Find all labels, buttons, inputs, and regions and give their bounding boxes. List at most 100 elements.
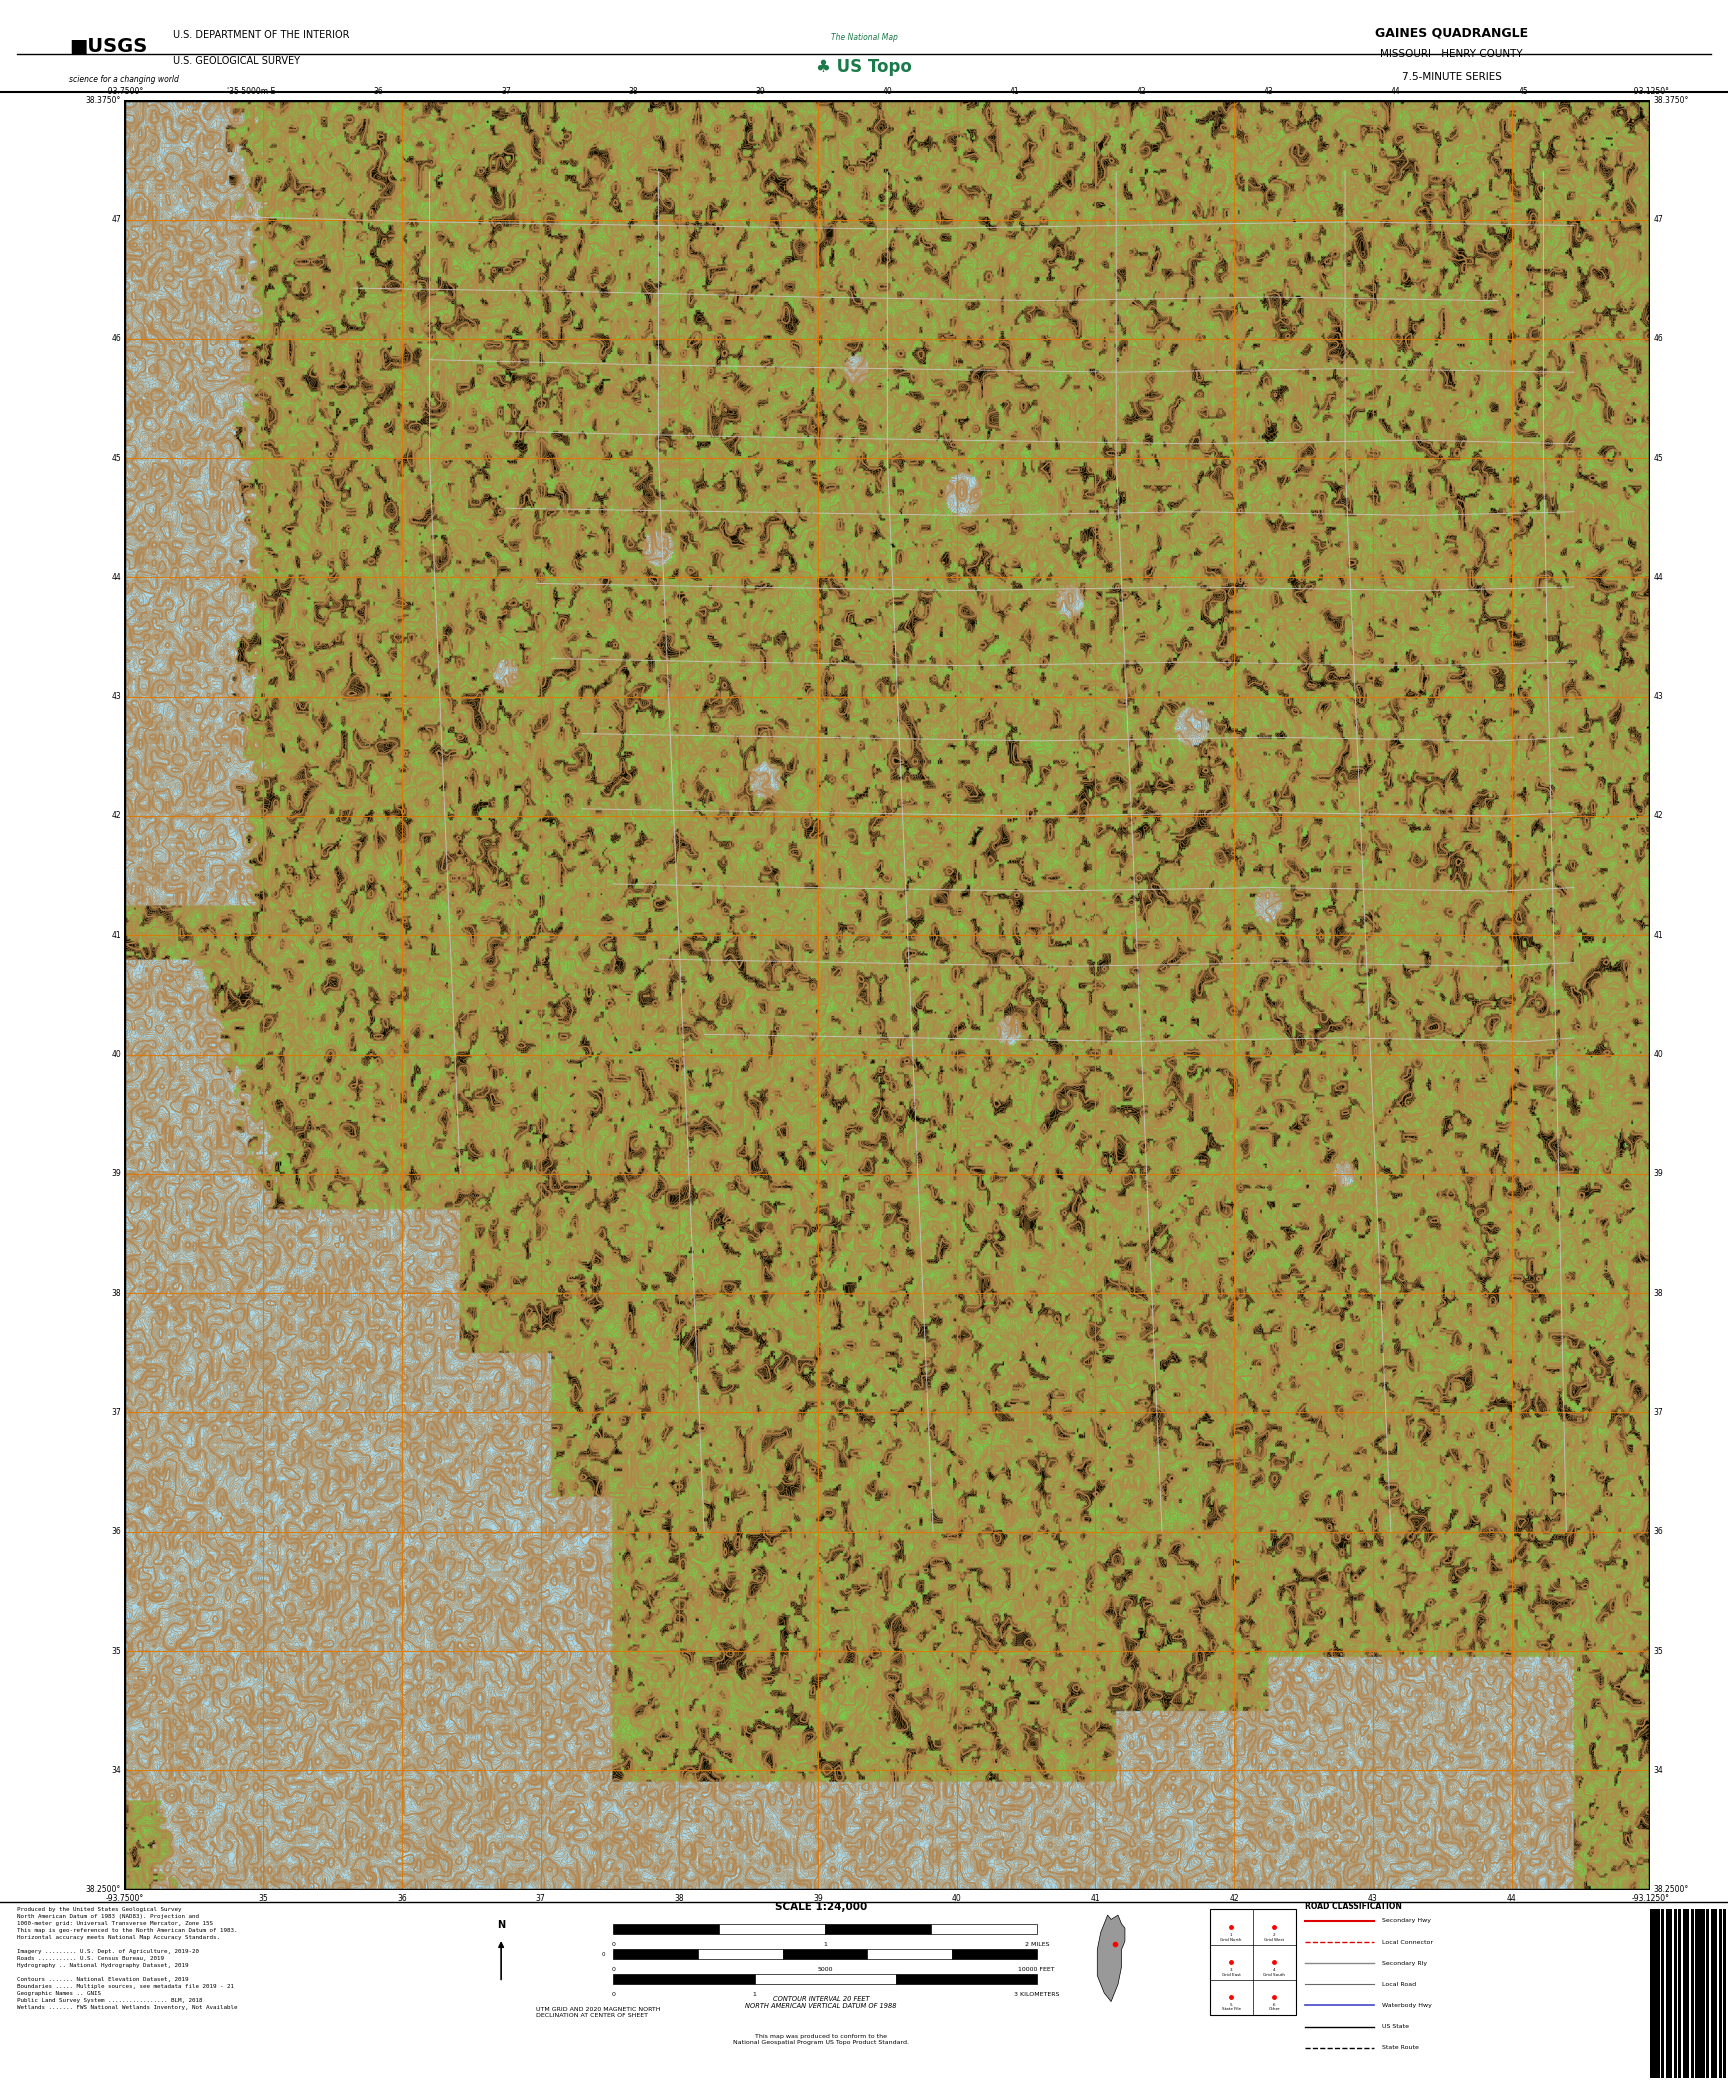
Text: 37: 37 [111,1407,121,1418]
Text: 39: 39 [814,1894,823,1902]
Text: State Route: State Route [1382,2044,1419,2050]
Text: 43: 43 [1263,88,1274,96]
Text: 38: 38 [111,1288,121,1297]
Polygon shape [1097,1915,1125,2002]
Text: 36: 36 [373,88,384,96]
Text: 47: 47 [1654,215,1664,223]
Bar [698,1948,783,1959]
Text: 2
Grid West: 2 Grid West [1265,1933,1284,1942]
Text: 38: 38 [1654,1288,1664,1297]
Text: US State: US State [1382,2023,1410,2030]
Bar [867,1948,952,1959]
Text: ROAD CLASSIFICATION: ROAD CLASSIFICATION [1305,1902,1401,1911]
Bar [1683,1908,1690,2078]
Text: 43: 43 [1654,693,1664,702]
Text: 45: 45 [1654,453,1664,464]
Bar [1666,1908,1673,2078]
Text: U.S. DEPARTMENT OF THE INTERIOR: U.S. DEPARTMENT OF THE INTERIOR [173,31,349,40]
Bar [719,1923,826,1933]
Text: 0: 0 [612,1992,615,1996]
Text: 34: 34 [111,1766,121,1775]
Text: 3 KILOMETERS: 3 KILOMETERS [1014,1992,1059,1996]
Text: 7.5-MINUTE SERIES: 7.5-MINUTE SERIES [1401,73,1502,81]
Bar [613,1973,755,1984]
Text: 0: 0 [612,1967,615,1971]
Text: 39: 39 [755,88,766,96]
Text: 45: 45 [1519,88,1528,96]
Text: 40: 40 [111,1050,121,1059]
Text: 38.3750°: 38.3750° [86,96,121,104]
Text: 36: 36 [111,1526,121,1537]
Text: 43: 43 [1369,1894,1377,1902]
Text: 39: 39 [1654,1169,1664,1178]
Text: 38.2500°: 38.2500° [1654,1885,1688,1894]
Text: MISSOURI - HENRY COUNTY: MISSOURI - HENRY COUNTY [1381,50,1522,58]
Text: 41: 41 [1009,88,1020,96]
Bar [1711,1908,1718,2078]
Bar [1650,1908,1659,2078]
Bar [1210,1908,1296,2015]
Text: 0: 0 [612,1942,615,1946]
Text: 34: 34 [1654,1766,1664,1775]
Text: 44: 44 [1507,1894,1517,1902]
Text: N: N [498,1921,505,1931]
Bar [895,1973,1037,1984]
Text: 1: 1 [823,1942,828,1946]
Text: 46: 46 [111,334,121,342]
Text: 41: 41 [111,931,121,940]
Text: SCALE 1:24,000: SCALE 1:24,000 [774,1902,867,1913]
Bar [1706,1908,1709,2078]
Text: 10000 FEET: 10000 FEET [1018,1967,1056,1971]
Text: 35: 35 [111,1647,121,1656]
Text: 43: 43 [111,693,121,702]
Text: CONTOUR INTERVAL 20 FEET
NORTH AMERICAN VERTICAL DATUM OF 1988: CONTOUR INTERVAL 20 FEET NORTH AMERICAN … [745,1996,897,2009]
Text: 41: 41 [1654,931,1664,940]
Bar [1673,1908,1676,2078]
Text: GAINES QUADRANGLE: GAINES QUADRANGLE [1375,27,1528,40]
Text: 44: 44 [1391,88,1401,96]
Text: 36: 36 [1654,1526,1664,1537]
Bar [613,1948,698,1959]
Text: 42: 42 [1654,812,1664,821]
Text: 3
Grid East: 3 Grid East [1222,1967,1241,1977]
Text: UTM GRID AND 2020 MAGNETIC NORTH
DECLINATION AT CENTER OF SHEET: UTM GRID AND 2020 MAGNETIC NORTH DECLINA… [536,2007,660,2019]
Bar [931,1923,1037,1933]
Bar [1678,1908,1681,2078]
Text: science for a changing world: science for a changing world [69,75,180,84]
Text: 2 MILES: 2 MILES [1025,1942,1049,1946]
Text: 38.3750°: 38.3750° [1654,96,1688,104]
Text: Local Connector: Local Connector [1382,1940,1434,1944]
Text: Local Road: Local Road [1382,1982,1417,1988]
Bar [755,1973,895,1984]
Bar [783,1948,867,1959]
Bar [1690,1908,1693,2078]
Text: The National Map: The National Map [831,33,897,42]
Text: 39: 39 [111,1169,121,1178]
Text: This map was produced to conform to the
National Geospatial Program US Topo Prod: This map was produced to conform to the … [733,2034,909,2044]
Text: 35: 35 [1654,1647,1664,1656]
Text: 6
Other: 6 Other [1268,2002,1280,2011]
Bar [1719,1908,1721,2078]
Text: 42: 42 [1229,1894,1239,1902]
Text: 42: 42 [111,812,121,821]
Text: Secondary Rly: Secondary Rly [1382,1961,1427,1965]
Text: Secondary Hwy: Secondary Hwy [1382,1919,1431,1923]
Text: 1
Grid North: 1 Grid North [1220,1933,1242,1942]
Bar [1695,1908,1704,2078]
Text: 1: 1 [753,1992,757,1996]
Text: -93.7500°: -93.7500° [105,88,143,96]
Text: 5
State File: 5 State File [1222,2002,1241,2011]
Text: 40: 40 [883,88,892,96]
Text: 38: 38 [629,88,638,96]
Text: U.S. GEOLOGICAL SURVEY: U.S. GEOLOGICAL SURVEY [173,56,299,65]
Bar [613,1923,719,1933]
Text: -93.1250°: -93.1250° [1631,88,1669,96]
Bar [826,1923,931,1933]
Text: Produced by the United States Geological Survey
North American Datum of 1983 (NA: Produced by the United States Geological… [17,1908,238,2011]
Text: 42: 42 [1137,88,1146,96]
Text: 37: 37 [501,88,511,96]
Text: ■USGS: ■USGS [69,35,147,56]
Text: 40: 40 [952,1894,961,1902]
Text: 41: 41 [1090,1894,1101,1902]
Text: 4
Grid South: 4 Grid South [1263,1967,1286,1977]
